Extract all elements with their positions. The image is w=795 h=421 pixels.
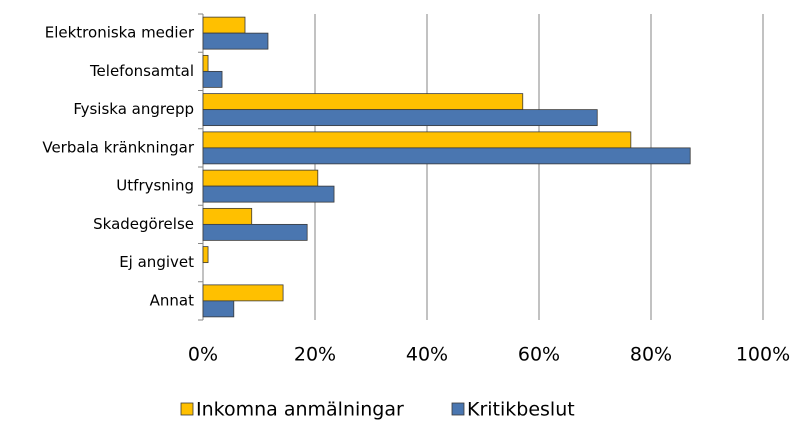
legend-swatch xyxy=(180,402,194,416)
bar xyxy=(202,70,223,88)
x-tick-label: 100% xyxy=(736,344,790,366)
y-tick-label: Ej angivet xyxy=(119,253,194,271)
y-tick-label: Utfrysning xyxy=(116,177,194,195)
bar xyxy=(202,185,335,203)
bar xyxy=(202,246,209,264)
bar xyxy=(202,169,319,187)
legend-label: Kritikbeslut xyxy=(467,399,575,421)
x-tick-label: 20% xyxy=(294,344,336,366)
y-tick-label: Elektroniska medier xyxy=(45,24,195,42)
bar xyxy=(202,16,246,34)
bar xyxy=(202,109,598,127)
x-tick-label: 80% xyxy=(630,344,672,366)
bar xyxy=(202,223,308,241)
y-tick-label: Fysiska angrepp xyxy=(73,100,194,118)
legend-swatch xyxy=(451,402,465,416)
bar xyxy=(202,300,235,318)
y-tick-label: Annat xyxy=(150,291,194,309)
y-tick-label: Verbala kränkningar xyxy=(42,138,194,156)
bar xyxy=(202,93,524,111)
bar xyxy=(202,147,691,165)
legend-label: Inkomna anmälningar xyxy=(196,399,404,421)
bar xyxy=(202,54,209,72)
bar xyxy=(202,207,253,225)
y-tick-label: Skadegörelse xyxy=(93,215,194,233)
bar xyxy=(202,284,284,302)
bar xyxy=(202,32,269,50)
x-tick-label: 0% xyxy=(188,344,218,366)
bar xyxy=(202,131,632,149)
x-tick-label: 40% xyxy=(406,344,448,366)
y-tick-label: Telefonsamtal xyxy=(89,62,194,80)
x-tick-label: 60% xyxy=(518,344,560,366)
